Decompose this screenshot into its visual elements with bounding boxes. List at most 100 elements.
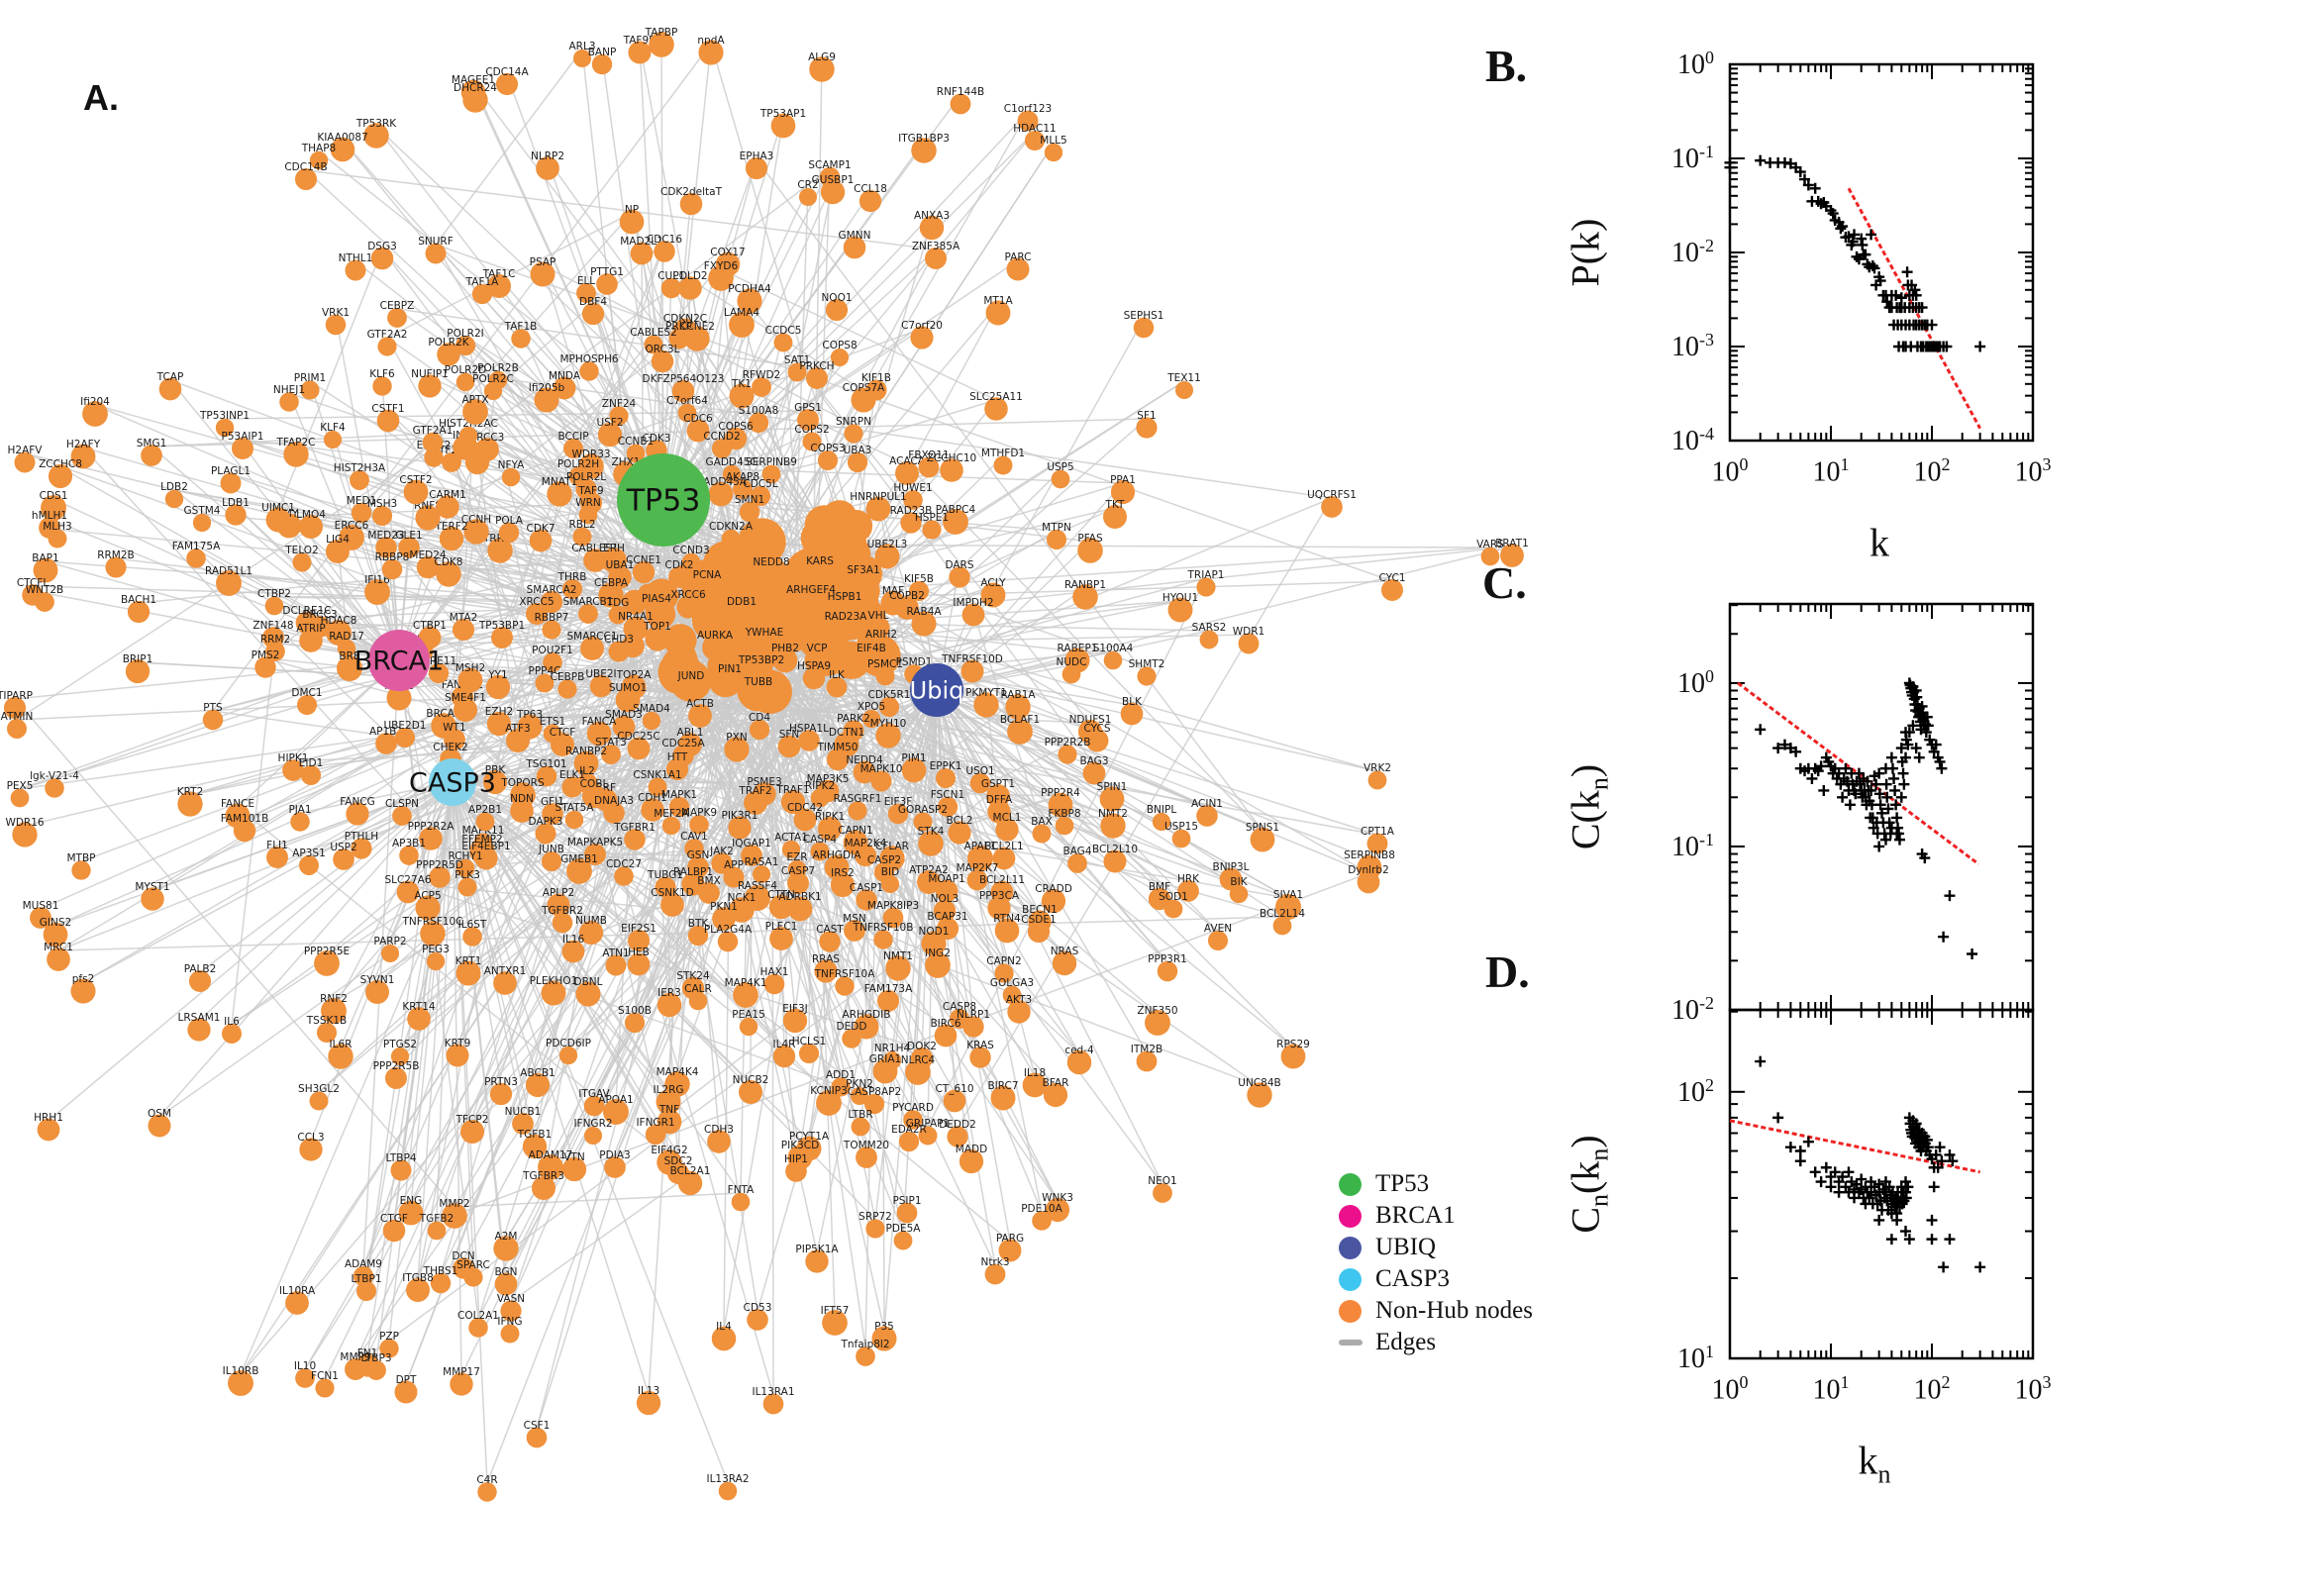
plot-b-xtick-label: 102 bbox=[1913, 454, 1951, 488]
network-edge bbox=[452, 781, 699, 928]
plot-d-point bbox=[1938, 1261, 1950, 1273]
network-node-label: MAGEE1 bbox=[452, 74, 495, 86]
network-node-label: GTF2A2 bbox=[367, 329, 408, 341]
network-edge bbox=[398, 659, 563, 915]
network-node-label: VRK1 bbox=[322, 307, 350, 319]
network-edge bbox=[883, 689, 938, 1331]
network-edge bbox=[692, 692, 908, 1205]
plot-b bbox=[1724, 62, 2035, 443]
network-edge bbox=[631, 212, 885, 1331]
plot-c-ytick-label: 10-2 bbox=[1671, 992, 1714, 1027]
network-edge bbox=[305, 169, 664, 501]
network-node bbox=[300, 380, 320, 400]
network-blob-node bbox=[725, 620, 762, 657]
plot-b-xlabel: k bbox=[1869, 520, 1889, 565]
network-node-label: PRIM1 bbox=[294, 372, 326, 384]
plot-d-point bbox=[1885, 1234, 1897, 1246]
plot-b-ylabel: P(k) bbox=[1563, 218, 1608, 287]
plot-b-point bbox=[1901, 266, 1913, 278]
network-node-label: TAF1C bbox=[482, 268, 516, 280]
panel-a-label: A. bbox=[83, 77, 119, 118]
plot-d-xtick-label: 100 bbox=[1711, 1372, 1749, 1406]
plot-b-point bbox=[1857, 239, 1868, 250]
plot-d-point bbox=[1815, 1176, 1827, 1188]
plot-d-point bbox=[1772, 1112, 1784, 1124]
legend-item-label: Non-Hub nodes bbox=[1375, 1297, 1534, 1324]
network-edge bbox=[451, 452, 573, 779]
plot-d-xtick-label: 101 bbox=[1812, 1372, 1850, 1406]
network-edge bbox=[224, 418, 400, 661]
network-edge bbox=[333, 845, 596, 1003]
plot-d-point bbox=[1794, 1155, 1806, 1167]
plot-c-point bbox=[1885, 751, 1897, 763]
network-edge bbox=[756, 158, 1263, 832]
network-edge bbox=[501, 484, 560, 630]
plot-b-ytick-label: 10-1 bbox=[1671, 141, 1714, 175]
network-edge bbox=[417, 603, 645, 1282]
network-edge bbox=[625, 464, 1124, 484]
panel-c-label: C. bbox=[1482, 557, 1527, 608]
network-node bbox=[294, 167, 318, 191]
legend-item-edges: Edges bbox=[1339, 1327, 1533, 1358]
network-node-label: TCAP bbox=[156, 371, 184, 383]
casp3-dot-icon bbox=[1339, 1267, 1362, 1291]
panel-b-label: B. bbox=[1485, 41, 1528, 91]
network-edge bbox=[741, 386, 908, 465]
plot-c-point bbox=[1880, 778, 1892, 790]
network-blob-node bbox=[831, 535, 871, 574]
plot-b-ytick-label: 10-2 bbox=[1671, 235, 1714, 269]
plot-d-xtick-label: 102 bbox=[1913, 1372, 1951, 1406]
network-edge bbox=[851, 303, 999, 575]
network-edge bbox=[296, 593, 754, 1295]
network-node bbox=[437, 343, 460, 366]
network-edge bbox=[464, 372, 1333, 499]
plot-d-ylabel: Cn(kn) bbox=[1563, 1135, 1614, 1234]
legend-item-label: TP53 bbox=[1375, 1170, 1430, 1197]
plot-b-point bbox=[1974, 341, 1986, 352]
plot-c-point bbox=[1818, 784, 1830, 796]
brca1-dot-icon bbox=[1339, 1204, 1362, 1228]
network-node-label: DHCR24 bbox=[454, 82, 497, 94]
network-node bbox=[279, 392, 299, 412]
plot-c-point bbox=[1944, 890, 1956, 902]
network-edge bbox=[668, 976, 846, 1114]
network-edge bbox=[452, 781, 524, 1116]
network-edge bbox=[340, 781, 454, 1048]
network-node bbox=[372, 376, 392, 396]
network-edge bbox=[452, 781, 650, 1395]
network-edge bbox=[859, 689, 938, 1119]
network-node bbox=[345, 259, 366, 281]
network-node bbox=[462, 87, 488, 113]
plot-c-point bbox=[1755, 724, 1767, 736]
network-edge bbox=[240, 712, 813, 1375]
network-node bbox=[486, 273, 512, 299]
network-edge bbox=[435, 244, 1393, 582]
network-edge bbox=[452, 531, 542, 783]
legend-item-label: UBIQ bbox=[1375, 1234, 1437, 1260]
network-edge bbox=[771, 682, 904, 1233]
plot-d-point bbox=[1755, 1055, 1767, 1067]
legend-item-casp3: CASP3 bbox=[1339, 1263, 1533, 1295]
network-edge bbox=[692, 633, 996, 1266]
network-edge bbox=[452, 781, 860, 1088]
network-edge bbox=[484, 603, 645, 814]
plot-d-point bbox=[1926, 1234, 1938, 1246]
network-node bbox=[325, 314, 347, 336]
plot-c-ylabel: C(kn) bbox=[1563, 763, 1614, 850]
network-node bbox=[158, 377, 182, 401]
network-node bbox=[387, 308, 407, 328]
legend-item-brca1: BRCA1 bbox=[1339, 1200, 1533, 1232]
plot-d-point bbox=[1928, 1181, 1940, 1193]
plot-c-ytick-label: 100 bbox=[1677, 665, 1714, 700]
network-edge bbox=[936, 546, 1513, 691]
network-edge bbox=[936, 689, 1148, 1053]
plot-c-point bbox=[1898, 778, 1910, 790]
nonhub-dot-icon bbox=[1339, 1299, 1362, 1323]
network-edge bbox=[880, 585, 994, 625]
network-edge bbox=[237, 659, 400, 808]
network-edge bbox=[14, 698, 455, 1208]
network-edge bbox=[547, 158, 664, 501]
network-edge bbox=[365, 781, 454, 1283]
